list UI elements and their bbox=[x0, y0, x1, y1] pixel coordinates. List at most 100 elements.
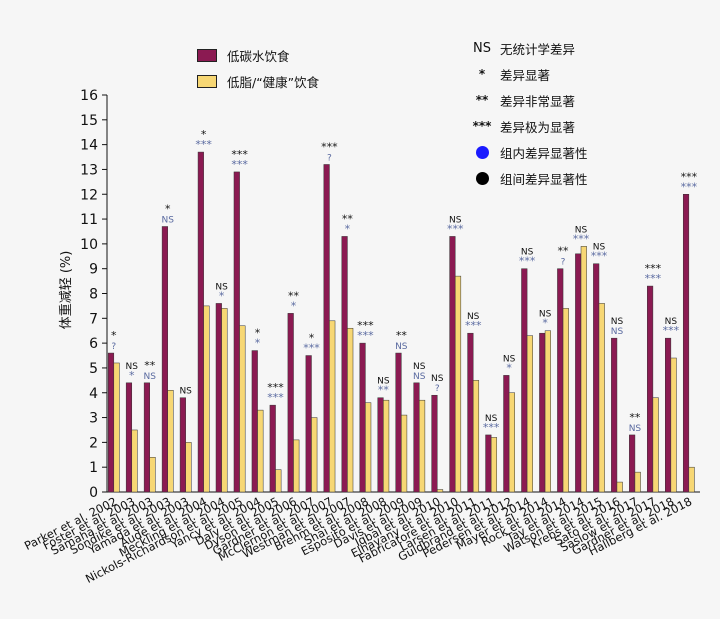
y-tick-label: 6 bbox=[89, 336, 98, 352]
low-carb-bar bbox=[449, 236, 456, 493]
low-fat-bar bbox=[239, 325, 246, 493]
low-carb-bar bbox=[287, 313, 294, 493]
within-group-mark: * bbox=[345, 222, 351, 235]
within-group-mark: NS bbox=[144, 372, 157, 382]
low-carb-bar bbox=[125, 382, 133, 493]
black-dot-icon bbox=[476, 171, 489, 185]
y-tick-label: 11 bbox=[80, 212, 98, 228]
low-carb-bar bbox=[557, 268, 564, 493]
between-group-mark: *** bbox=[357, 319, 374, 332]
between-group-mark: *** bbox=[681, 170, 698, 183]
within-group-mark: *** bbox=[267, 391, 284, 404]
low-fat-bar bbox=[221, 308, 228, 493]
legend-item-low-fat: 低脂/“健康”饮食 bbox=[197, 68, 319, 94]
within-group-mark: *** bbox=[573, 232, 590, 245]
low-fat-bar bbox=[634, 471, 641, 493]
low-fat-bar bbox=[203, 305, 210, 493]
within-group-mark: ? bbox=[435, 384, 440, 394]
low-fat-bar bbox=[526, 335, 533, 493]
within-group-mark: *** bbox=[645, 272, 662, 285]
within-group-mark: ? bbox=[111, 342, 116, 352]
low-fat-bar bbox=[365, 402, 372, 493]
between-group-mark: *** bbox=[267, 381, 284, 394]
legend-item-ns: NS 无统计学差异 bbox=[470, 35, 588, 61]
within-group-mark: NS bbox=[413, 372, 426, 382]
y-axis-label: 体重减轻 (%) bbox=[58, 251, 74, 330]
between-group-mark: NS bbox=[521, 248, 534, 258]
y-tick-label: 4 bbox=[89, 386, 98, 402]
low-carb-swatch bbox=[197, 48, 217, 62]
between-group-mark: NS bbox=[611, 317, 624, 327]
y-tick-label: 7 bbox=[89, 311, 98, 327]
low-fat-bar bbox=[329, 320, 336, 493]
y-tick-label: 3 bbox=[89, 411, 98, 427]
legend-label: 差异极为显著 bbox=[500, 119, 576, 135]
between-group-mark: * bbox=[309, 332, 315, 345]
legend-symbol: *** bbox=[472, 119, 492, 133]
low-carb-bar bbox=[431, 394, 438, 493]
low-carb-bar bbox=[197, 151, 204, 493]
low-fat-bar bbox=[401, 414, 408, 493]
within-group-mark: *** bbox=[231, 158, 248, 171]
low-fat-bar bbox=[167, 390, 174, 493]
legend-label: 低脂/“健康”饮食 bbox=[227, 74, 320, 90]
within-group-mark: ** bbox=[378, 384, 390, 397]
within-group-mark: NS bbox=[395, 342, 408, 352]
y-tick-label: 10 bbox=[80, 237, 98, 253]
within-group-mark: ? bbox=[327, 153, 332, 163]
y-tick-label: 9 bbox=[89, 262, 98, 278]
between-group-mark: NS bbox=[126, 362, 139, 372]
significance-marks: ?**NSNS**NS*NS*****NS*******************… bbox=[111, 128, 698, 434]
low-carb-bar bbox=[485, 434, 492, 493]
y-tick-label: 1 bbox=[89, 460, 98, 476]
blue-dot-icon bbox=[476, 145, 489, 159]
bar-series bbox=[107, 151, 695, 493]
between-group-mark: ** bbox=[342, 212, 354, 225]
low-fat-bar bbox=[275, 469, 282, 493]
legend-item-within: 组内差异显著性 bbox=[470, 139, 588, 165]
y-tick-label: 16 bbox=[80, 88, 98, 104]
low-fat-bar bbox=[383, 399, 390, 493]
between-group-mark: NS bbox=[539, 310, 552, 320]
low-carb-bar bbox=[359, 342, 366, 493]
legend-label: 组内差异显著性 bbox=[500, 145, 588, 161]
within-group-mark: * bbox=[255, 337, 261, 350]
low-carb-bar bbox=[593, 263, 600, 493]
low-carb-bar bbox=[647, 285, 654, 493]
low-carb-bar bbox=[233, 171, 240, 493]
within-group-mark: * bbox=[219, 289, 225, 302]
low-fat-bar bbox=[472, 380, 480, 493]
low-carb-bar bbox=[575, 253, 582, 493]
within-group-mark: * bbox=[542, 317, 548, 330]
within-group-mark: NS bbox=[629, 424, 642, 434]
between-group-mark: ** bbox=[144, 359, 156, 372]
low-carb-bar bbox=[467, 332, 474, 493]
low-carb-bar bbox=[251, 350, 258, 493]
within-group-mark: *** bbox=[447, 222, 464, 235]
legend-label: 差异显著 bbox=[500, 67, 551, 83]
low-fat-bar bbox=[508, 392, 515, 493]
legend-item-star2: ** 差异非常显著 bbox=[470, 87, 588, 113]
low-fat-bar bbox=[293, 439, 300, 493]
y-tick-label: 2 bbox=[89, 435, 98, 451]
y-tick-label: 0 bbox=[89, 485, 98, 501]
within-group-mark: *** bbox=[465, 319, 482, 332]
low-carb-bar bbox=[107, 352, 115, 493]
between-group-mark: *** bbox=[645, 262, 662, 275]
low-fat-bar bbox=[347, 327, 354, 493]
low-carb-bar bbox=[215, 303, 222, 493]
low-fat-bar bbox=[652, 397, 659, 493]
within-group-mark: NS bbox=[611, 327, 624, 337]
between-group-mark: ** bbox=[288, 289, 300, 302]
between-group-mark: ** bbox=[629, 411, 641, 424]
between-group-mark: NS bbox=[593, 243, 606, 253]
legend-item-low-carb: 低碳水饮食 bbox=[197, 42, 319, 68]
low-fat-bar bbox=[185, 442, 192, 493]
between-group-mark: *** bbox=[321, 140, 338, 153]
low-carb-bar bbox=[665, 337, 672, 493]
low-fat-bar bbox=[616, 481, 623, 493]
low-carb-bar bbox=[269, 404, 276, 493]
between-group-mark: NS bbox=[503, 354, 516, 364]
